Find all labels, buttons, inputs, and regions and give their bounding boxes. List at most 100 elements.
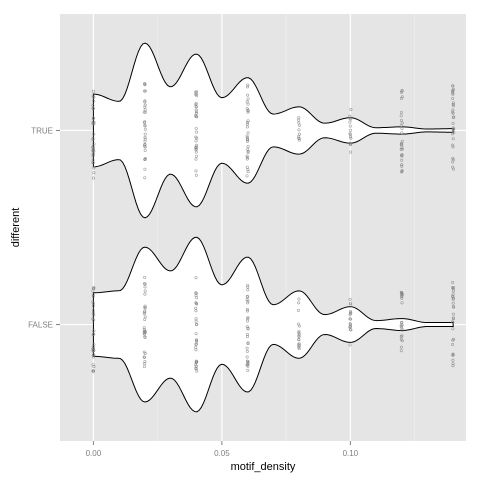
data-point [143, 135, 147, 139]
x-tick-label: 0.05 [214, 449, 230, 458]
data-point [245, 332, 249, 336]
data-point [142, 332, 146, 336]
data-point [246, 326, 250, 330]
violin-false [92, 236, 454, 413]
data-point [195, 130, 199, 134]
data-point [451, 286, 455, 290]
data-point [399, 96, 403, 100]
data-point [245, 349, 249, 353]
data-point [245, 120, 249, 124]
data-point [246, 368, 250, 372]
data-point [194, 147, 198, 151]
data-point [400, 339, 404, 343]
data-point [451, 280, 455, 284]
data-point [194, 173, 198, 177]
data-point [451, 104, 455, 108]
data-point [451, 121, 455, 125]
data-point [194, 102, 198, 106]
data-point [246, 341, 250, 345]
data-point [143, 82, 147, 86]
data-point [451, 143, 455, 147]
data-point [348, 124, 352, 128]
data-point [246, 102, 250, 106]
jitter-points [91, 82, 456, 373]
data-point [349, 150, 353, 154]
data-point [349, 317, 353, 321]
data-point [399, 325, 403, 329]
data-point [296, 343, 300, 347]
data-point [246, 147, 250, 151]
data-point [245, 359, 249, 363]
data-point [92, 142, 96, 146]
data-point [400, 126, 404, 130]
x-axis-ticks: 0.00 0.05 0.10 [86, 441, 359, 458]
data-point [451, 167, 455, 171]
data-point [194, 359, 198, 363]
data-point [194, 342, 198, 346]
data-point [195, 338, 199, 342]
x-axis-title: motif_density [231, 461, 296, 473]
data-point [245, 136, 249, 140]
violin-true [92, 42, 454, 219]
data-point [143, 282, 147, 286]
x-tick-label: 0.10 [343, 449, 359, 458]
data-point [143, 157, 147, 161]
data-point [92, 95, 96, 99]
data-point [451, 110, 455, 114]
data-point [91, 137, 95, 141]
data-point [91, 107, 95, 111]
data-point [451, 116, 455, 120]
data-point [143, 105, 147, 109]
data-point [245, 346, 249, 350]
y-tick-label: TRUE [31, 126, 53, 135]
data-point [92, 318, 96, 322]
data-point [143, 100, 147, 104]
data-point [91, 89, 95, 93]
data-point [91, 347, 95, 351]
data-point [246, 108, 250, 112]
data-point [349, 128, 353, 132]
data-point [91, 333, 95, 337]
data-point [142, 110, 146, 114]
data-point [194, 139, 198, 143]
data-point [451, 297, 455, 301]
data-point [451, 156, 455, 160]
data-point [400, 131, 404, 135]
data-point [349, 328, 353, 332]
data-point [142, 326, 146, 330]
data-point [400, 170, 404, 174]
data-point [246, 150, 250, 154]
y-axis-title: different [10, 208, 22, 248]
data-point [194, 105, 198, 109]
data-point [91, 161, 95, 165]
data-point [194, 346, 198, 350]
data-point [194, 363, 198, 367]
data-point [195, 360, 199, 364]
data-point [400, 301, 404, 305]
data-point [246, 97, 250, 101]
data-point [451, 364, 455, 368]
data-point [91, 145, 95, 149]
data-point [143, 167, 147, 171]
data-point [349, 108, 353, 112]
data-point [91, 369, 95, 373]
data-point [194, 301, 198, 305]
data-point [451, 312, 455, 316]
data-point [91, 302, 95, 306]
data-point [451, 316, 455, 320]
data-point [194, 366, 198, 370]
data-point [297, 347, 301, 351]
data-point [91, 363, 95, 367]
data-point [297, 136, 301, 140]
data-point [246, 83, 250, 87]
data-point [400, 328, 404, 332]
data-point [92, 313, 96, 317]
data-point [91, 154, 95, 158]
data-point [143, 310, 147, 314]
data-point [451, 90, 455, 94]
data-point [399, 349, 403, 353]
data-point [296, 308, 300, 312]
data-point [245, 125, 249, 129]
data-point [194, 169, 198, 173]
data-point [451, 358, 455, 362]
